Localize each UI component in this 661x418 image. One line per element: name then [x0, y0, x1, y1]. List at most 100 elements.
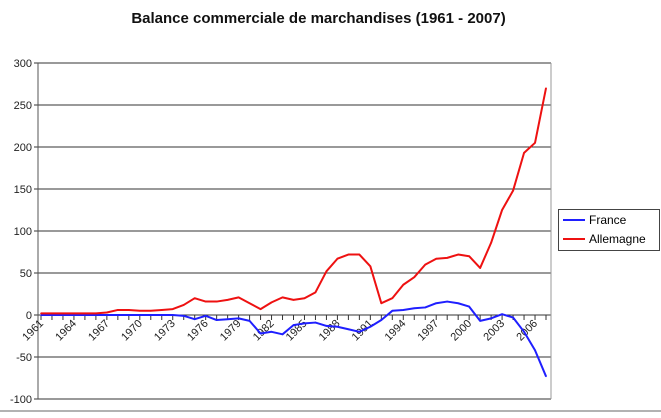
- data-point-france: [292, 324, 295, 326]
- x-tick-label: 1979: [218, 318, 244, 344]
- y-tick-label: 100: [14, 226, 32, 238]
- data-point-france: [215, 319, 218, 321]
- data-point-france: [446, 300, 448, 303]
- data-point-allemagne: [226, 299, 229, 301]
- data-point-allemagne: [270, 301, 273, 304]
- y-tick-label: 50: [20, 268, 32, 280]
- data-point-allemagne: [479, 267, 481, 269]
- x-tick-label: 1967: [86, 318, 112, 344]
- legend-swatch-allemagne: [563, 237, 585, 240]
- data-point-france: [413, 307, 416, 310]
- data-point-allemagne: [314, 291, 317, 294]
- data-point-france: [325, 325, 328, 327]
- data-point-france: [149, 314, 152, 316]
- data-point-allemagne: [259, 308, 262, 310]
- data-point-allemagne: [248, 302, 251, 305]
- data-point-france: [139, 314, 141, 316]
- data-point-allemagne: [435, 257, 438, 260]
- y-tick-label: 250: [14, 100, 32, 112]
- x-tick-label: 2003: [481, 318, 507, 344]
- data-point-allemagne: [325, 270, 328, 273]
- data-point-france: [106, 314, 108, 316]
- y-tick-label: -100: [10, 394, 32, 406]
- data-point-allemagne: [358, 253, 361, 256]
- data-point-france: [490, 317, 492, 320]
- x-tick-label: 1988: [317, 318, 343, 344]
- data-point-allemagne: [62, 312, 64, 315]
- x-tick-label: 1970: [119, 318, 145, 344]
- data-point-allemagne: [139, 310, 141, 312]
- data-point-allemagne: [128, 309, 130, 311]
- data-point-france: [128, 314, 130, 316]
- data-point-allemagne: [160, 309, 163, 311]
- data-point-france: [380, 319, 383, 321]
- data-point-allemagne: [402, 283, 405, 286]
- legend: France Allemagne: [558, 209, 660, 251]
- data-point-allemagne: [182, 304, 185, 306]
- data-point-allemagne: [424, 263, 427, 266]
- data-point-allemagne: [413, 276, 416, 279]
- data-point-allemagne: [523, 152, 525, 154]
- data-point-france: [73, 314, 75, 316]
- x-tick-label: 1997: [416, 318, 442, 344]
- data-point-allemagne: [490, 241, 492, 244]
- data-point-allemagne: [51, 312, 53, 315]
- data-point-allemagne: [468, 255, 470, 257]
- data-point-france: [237, 317, 240, 320]
- legend-item-allemagne: Allemagne: [559, 229, 659, 248]
- data-point-allemagne: [336, 257, 339, 260]
- y-tick-label: 150: [14, 184, 32, 196]
- y-tick-label: 0: [26, 310, 32, 322]
- data-point-allemagne: [391, 297, 394, 300]
- x-tick-label: 1994: [383, 318, 409, 344]
- data-point-allemagne: [281, 296, 284, 299]
- data-point-france: [534, 349, 536, 352]
- data-point-allemagne: [40, 312, 42, 315]
- data-point-france: [171, 314, 174, 316]
- x-tick-label: 1976: [185, 318, 211, 344]
- data-point-france: [95, 314, 97, 316]
- data-point-france: [40, 314, 42, 316]
- y-tick-label: 200: [14, 142, 32, 154]
- y-tick-label: -50: [16, 352, 32, 364]
- x-tick-label: 2000: [448, 318, 474, 344]
- data-point-allemagne: [512, 189, 514, 192]
- data-point-allemagne: [303, 297, 306, 300]
- data-point-allemagne: [545, 87, 547, 89]
- data-point-france: [479, 320, 481, 322]
- data-point-allemagne: [501, 209, 503, 211]
- data-point-france: [512, 316, 514, 319]
- y-tick-label: 300: [14, 58, 32, 70]
- data-point-france: [182, 315, 185, 317]
- data-point-allemagne: [369, 265, 372, 268]
- data-point-france: [270, 331, 273, 333]
- data-point-france: [501, 313, 503, 315]
- x-tick-label: 1961: [20, 318, 46, 344]
- data-point-france: [303, 322, 306, 325]
- data-point-allemagne: [457, 253, 459, 256]
- data-point-france: [369, 325, 372, 328]
- data-point-allemagne: [534, 142, 536, 144]
- data-point-allemagne: [171, 308, 174, 310]
- data-point-france: [457, 302, 459, 305]
- data-point-allemagne: [149, 310, 152, 312]
- data-point-france: [51, 314, 53, 316]
- legend-label-allemagne: Allemagne: [589, 231, 646, 246]
- x-tick-label: 1964: [53, 318, 79, 344]
- data-point-france: [248, 320, 251, 322]
- data-point-france: [545, 375, 547, 378]
- data-point-france: [314, 321, 317, 324]
- data-point-france: [523, 331, 525, 333]
- data-point-france: [468, 305, 470, 308]
- data-point-france: [259, 332, 262, 335]
- data-point-allemagne: [106, 311, 108, 314]
- data-point-france: [62, 314, 64, 316]
- data-point-allemagne: [84, 312, 86, 315]
- legend-label-france: France: [589, 212, 627, 227]
- data-point-france: [424, 306, 427, 309]
- data-point-france: [435, 302, 438, 305]
- legend-item-france: France: [559, 210, 659, 229]
- data-point-allemagne: [347, 253, 350, 256]
- data-point-allemagne: [237, 296, 240, 299]
